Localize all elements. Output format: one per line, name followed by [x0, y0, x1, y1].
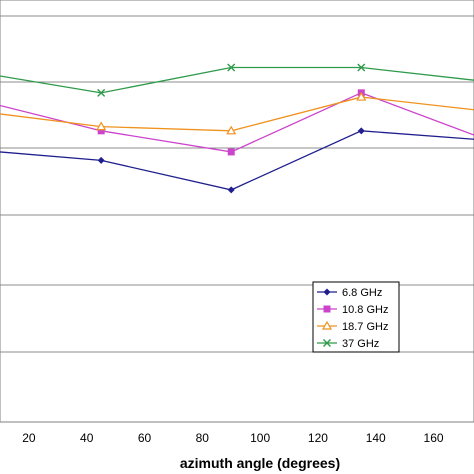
x-axis-ticks: 20 40 60 80 100 120 140 160 [22, 431, 444, 445]
data-point-6-8-ghz-3 [357, 127, 365, 135]
plot-area-border [0, 0, 474, 423]
series-layer [0, 63, 474, 194]
x-tick-label-60: 60 [138, 431, 152, 445]
x-tick-label-80: 80 [196, 431, 210, 445]
data-point-37-ghz-3 [357, 63, 366, 72]
series-37-ghz [0, 63, 474, 97]
x-tick-label-100: 100 [250, 431, 270, 445]
data-point-18-7-ghz-3 [356, 91, 367, 101]
legend-marker-37-ghz [323, 339, 331, 347]
data-point-6-8-ghz-1 [97, 156, 105, 164]
data-point-6-8-ghz-2 [227, 186, 235, 194]
x-tick-label-160: 160 [424, 431, 444, 445]
data-point-18-7-ghz-2 [226, 125, 237, 135]
legend-marker-10-8-ghz [323, 305, 331, 313]
x-tick-label-40: 40 [80, 431, 94, 445]
data-point-37-ghz-1 [97, 88, 106, 97]
series-line-6-8-ghz [0, 130, 474, 191]
data-point-18-7-ghz-1 [96, 121, 107, 131]
legend-label-10-8-ghz: 10.8 GHz [342, 304, 388, 316]
x-axis-title: azimuth angle (degrees) [180, 455, 340, 471]
series-6-8-ghz [0, 127, 474, 194]
series-18-7-ghz [0, 91, 474, 135]
legend-label-18-7-ghz: 18.7 GHz [342, 321, 388, 333]
legend-marker-18-7-ghz [321, 320, 333, 330]
data-point-10-8-ghz-2 [227, 148, 235, 156]
legend-marker-6-8-ghz [323, 288, 331, 296]
series-line-37-ghz [0, 66, 474, 94]
x-tick-label-120: 120 [308, 431, 328, 445]
x-tick-label-20: 20 [22, 431, 36, 445]
legend-label-37-ghz: 37 GHz [342, 338, 379, 350]
legend-label-6-8-ghz: 6.8 GHz [342, 287, 382, 299]
x-tick-label-140: 140 [366, 431, 386, 445]
data-point-10-8-ghz-1 [97, 127, 105, 135]
data-point-37-ghz-2 [227, 63, 236, 72]
legend: 6.8 GHz 10.8 GHz 18.7 GHz 37 GHz [312, 281, 400, 353]
series-line-18-7-ghz [0, 96, 474, 132]
grid-lines [0, 15, 474, 353]
